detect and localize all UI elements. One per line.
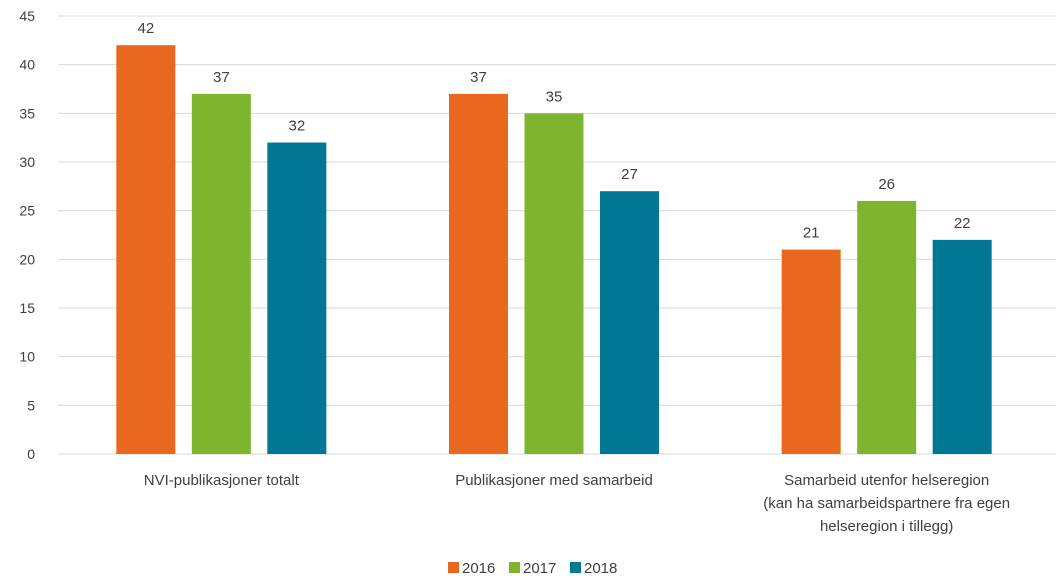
data-label: 21 (803, 225, 820, 242)
y-tick-label: 35 (19, 105, 35, 121)
y-tick-label: 25 (19, 203, 35, 219)
category-label: NVI-publikasjoner totalt (144, 472, 300, 489)
legend-swatch-2018 (570, 562, 581, 573)
legend-swatch-2016 (448, 562, 459, 573)
data-label: 42 (137, 20, 154, 37)
category-label: Samarbeid utenfor helseregion (784, 472, 989, 489)
legend-label: 2016 (462, 560, 495, 577)
legend-label: 2018 (584, 560, 617, 577)
bar-2017-2 (857, 200, 917, 454)
y-tick-label: 0 (27, 446, 35, 462)
data-label: 22 (954, 215, 971, 232)
data-label: 32 (288, 118, 305, 135)
bar-2018-0 (267, 142, 327, 455)
data-labels: 42 37 32 37 35 27 21 26 22 (137, 20, 970, 241)
y-tick-label: 15 (19, 300, 35, 316)
y-tick-label: 45 (19, 8, 35, 24)
data-label: 27 (621, 166, 638, 183)
bar-2016-2 (781, 249, 841, 454)
bar-2017-1 (524, 113, 584, 454)
y-tick-label: 40 (19, 57, 35, 73)
y-tick-label: 10 (19, 349, 35, 365)
bar-2017-0 (191, 93, 251, 454)
x-axis-category-labels: NVI-publikasjoner totalt Publikasjoner me… (144, 472, 1010, 535)
legend: 2016 2017 2018 (448, 560, 617, 577)
data-label: 26 (878, 176, 895, 193)
y-axis-tick-labels: 0 5 10 15 20 25 30 35 40 45 (19, 8, 35, 462)
y-tick-label: 20 (19, 251, 35, 267)
bar-2018-1 (600, 191, 659, 454)
bar-2016-1 (449, 93, 508, 454)
y-tick-label: 5 (27, 397, 35, 413)
y-tick-label: 30 (19, 154, 35, 170)
category-label: helseregion i tillegg) (820, 518, 953, 535)
data-label: 37 (470, 69, 487, 86)
legend-swatch-2017 (509, 562, 520, 573)
data-label: 35 (546, 88, 563, 105)
category-label: Publikasjoner med samarbeid (455, 472, 653, 489)
category-label: (kan ha samarbeidspartnere fra egen (763, 495, 1010, 512)
bars (116, 45, 992, 455)
legend-label: 2017 (523, 560, 556, 577)
bar-2016-0 (116, 45, 176, 454)
bar-2018-2 (932, 239, 992, 454)
data-label: 37 (213, 69, 230, 86)
